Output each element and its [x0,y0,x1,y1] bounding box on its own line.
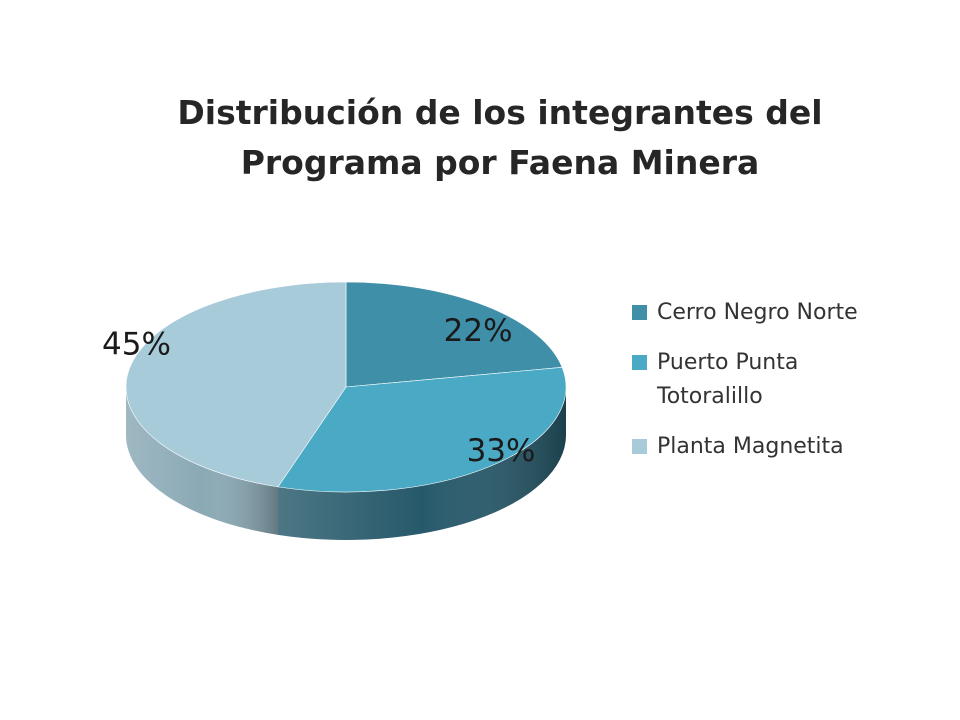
chart-title-line-2: Programa por Faena Minera [240,143,760,182]
pie-slice-planta-magnetita [125,281,347,488]
pie-side-shade-planta-magnetita [126,387,279,535]
legend-swatch-puerto-punta-totoralillo [632,355,647,370]
chart-title-line-1: Distribución de los integrantes del [177,93,823,132]
chart-title: Distribución de los integrantes del Prog… [120,88,880,188]
legend-label-cerro-negro-norte: Cerro Negro Norte [657,300,858,325]
legend-label-puerto-punta-totoralillo: Puerto Punta Totoralillo [657,350,799,409]
pie-side-shade-puerto-punta-totoralillo [278,387,566,540]
legend-item-puerto-punta-totoralillo: Puerto Punta Totoralillo [632,346,932,414]
data-label-puerto-punta-totoralillo: 33% [467,433,536,469]
legend-swatch-planta-magnetita [632,439,647,454]
legend-item-cerro-negro-norte: Cerro Negro Norte [632,296,932,330]
legend-label-planta-magnetita: Planta Magnetita [657,434,844,459]
legend-item-planta-magnetita: Planta Magnetita [632,430,932,464]
data-label-cerro-negro-norte: 22% [444,313,513,349]
data-label-planta-magnetita: 45% [102,326,171,362]
pie-top [125,281,567,493]
pie-labels: 22% 33% 45% [102,313,535,469]
pie-slice-cerro-negro-norte [345,281,563,388]
pie-sides [126,387,566,540]
legend-swatch-cerro-negro-norte [632,305,647,320]
pie-slice-puerto-punta-totoralillo [277,367,567,493]
legend: Cerro Negro Norte Puerto Punta Totoralil… [632,296,932,480]
